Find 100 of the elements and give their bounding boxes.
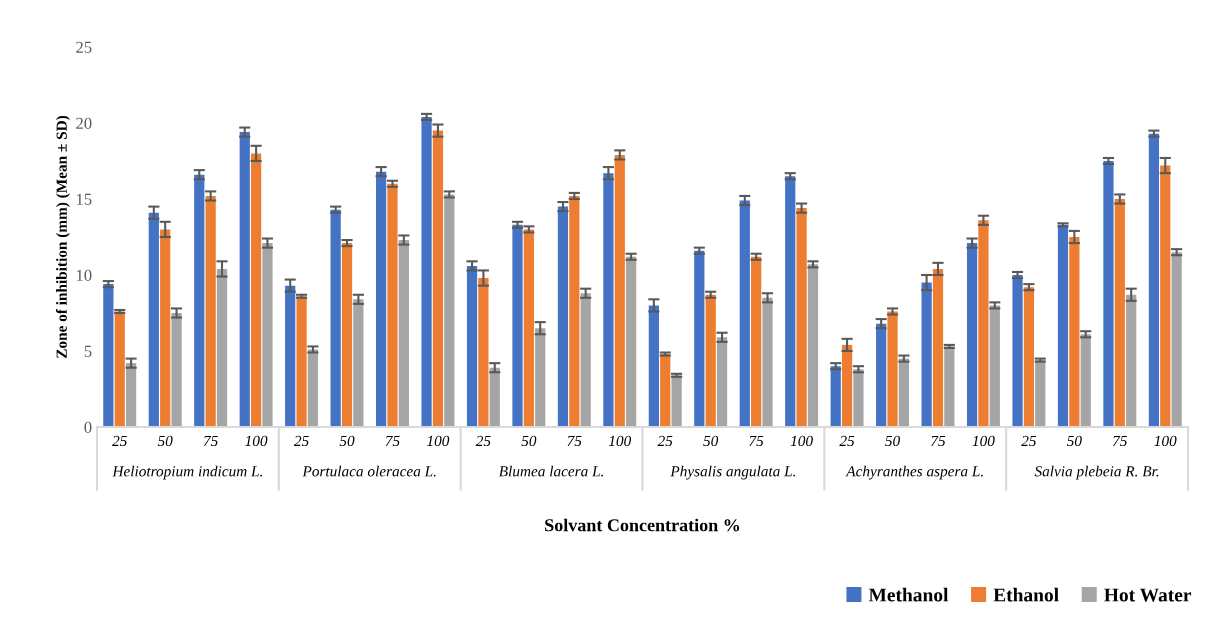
x-tick-label: 75 [931, 435, 946, 447]
bar [648, 305, 659, 427]
bar [387, 183, 398, 427]
bar [694, 250, 705, 427]
bar [671, 375, 682, 427]
bar [660, 354, 671, 427]
bar [239, 132, 250, 427]
x-tick-label: 75 [385, 435, 400, 447]
bar [125, 363, 137, 427]
bar [944, 346, 955, 427]
bar [978, 220, 989, 427]
bar [250, 153, 262, 427]
x-tick-label: 50 [1066, 435, 1082, 447]
bar [751, 256, 762, 427]
y-tick-label: 20 [76, 117, 92, 129]
bar [1023, 287, 1035, 427]
x-tick-label: 100 [427, 435, 450, 447]
bar [353, 299, 364, 427]
x-tick-label: 25 [657, 435, 673, 447]
bar [705, 294, 716, 427]
bar [1012, 275, 1023, 427]
x-tick-label: 50 [885, 435, 900, 447]
x-tick-label: 100 [790, 435, 813, 447]
x-tick-label: 25 [475, 435, 491, 447]
bar [762, 297, 773, 427]
bar [1160, 165, 1171, 427]
text: Achyranthes aspera L. [845, 465, 983, 480]
y-tick-label: 0 [84, 421, 92, 433]
legend-label: Methanol [868, 587, 949, 602]
x-tick-label: 75 [567, 435, 582, 447]
bar [307, 349, 319, 427]
x-axis-title: Solvant Concentration % [545, 518, 740, 532]
x-tick-label: 50 [703, 435, 719, 447]
bar [171, 313, 182, 427]
bar [932, 268, 944, 427]
bar [432, 130, 444, 427]
bar [114, 311, 125, 427]
bar [489, 367, 500, 427]
bar [841, 344, 853, 427]
bar [216, 268, 228, 427]
bar [466, 265, 478, 427]
legend-label: Hot Water [1104, 588, 1192, 602]
bar [1035, 360, 1046, 427]
bar [921, 282, 932, 427]
bar [807, 264, 819, 427]
bar [103, 284, 114, 427]
text: Physalis angulata L. [670, 465, 796, 480]
x-tick-label: 100 [1154, 435, 1177, 447]
bar [966, 243, 978, 427]
bar [535, 328, 546, 427]
x-tick-label: 100 [608, 435, 632, 447]
bar [1103, 161, 1114, 427]
bar [603, 173, 614, 427]
bar [739, 200, 750, 427]
bar [194, 174, 205, 427]
bar [160, 229, 171, 427]
bar [148, 212, 159, 427]
bar [557, 206, 569, 427]
y-tick-label: 10 [76, 269, 92, 281]
bar [1114, 199, 1125, 427]
bar [887, 311, 898, 427]
x-tick-label: 75 [203, 435, 218, 447]
x-tick-label: 25 [839, 435, 855, 447]
bar [580, 293, 591, 427]
x-tick-label: 100 [972, 435, 995, 447]
bar [569, 195, 580, 427]
x-tick-label: 75 [1113, 435, 1127, 447]
text: Portulaca oleracea L. [302, 465, 436, 477]
bar [296, 296, 307, 427]
bar [898, 358, 909, 427]
legend-label: Ethanol [993, 587, 1059, 602]
bar [853, 369, 864, 427]
bar [830, 366, 841, 427]
bar [626, 256, 637, 427]
x-tick-label: 25 [1021, 435, 1037, 447]
text: Heliotropium indicum L. [112, 465, 262, 480]
bar [876, 323, 887, 427]
y-axis-title: Zone of inhibition (mm) (Mean ± SD) [55, 115, 70, 359]
bar [1080, 334, 1091, 427]
x-tick-label: 25 [293, 435, 309, 447]
x-tick-label: 25 [112, 435, 127, 447]
bar [1148, 133, 1160, 427]
bar [523, 229, 534, 427]
bar [205, 195, 216, 427]
y-tick-label: 25 [76, 41, 92, 53]
bar [421, 116, 432, 427]
bar [1069, 237, 1080, 427]
bar [1171, 252, 1182, 427]
bar [330, 209, 341, 427]
bar [444, 194, 455, 427]
y-tick-label: 15 [76, 193, 92, 205]
bar [512, 224, 523, 427]
bar [478, 278, 489, 427]
bar [262, 243, 273, 427]
bar [398, 240, 409, 427]
bar [1057, 224, 1069, 427]
x-tick-label: 50 [521, 435, 537, 447]
x-tick-label: 75 [749, 435, 764, 447]
bar [716, 337, 728, 427]
bar [341, 243, 353, 427]
